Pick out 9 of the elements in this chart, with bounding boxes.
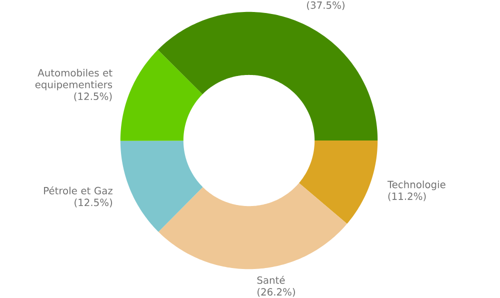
slice-label: Automobiles et equipementiers [35, 68, 112, 90]
data-label: (11.2%) [388, 192, 426, 202]
data-label: (26.2%) [258, 288, 295, 297]
slice-label: Pétrole et Gaz [44, 186, 112, 194]
data-label: (12.5%) [74, 198, 112, 208]
data-label: (37.5%) [307, 1, 344, 10]
slice-label: Technologie [387, 180, 446, 190]
slice-label: Santé [257, 276, 285, 284]
data-label: (12.5%) [74, 92, 112, 102]
